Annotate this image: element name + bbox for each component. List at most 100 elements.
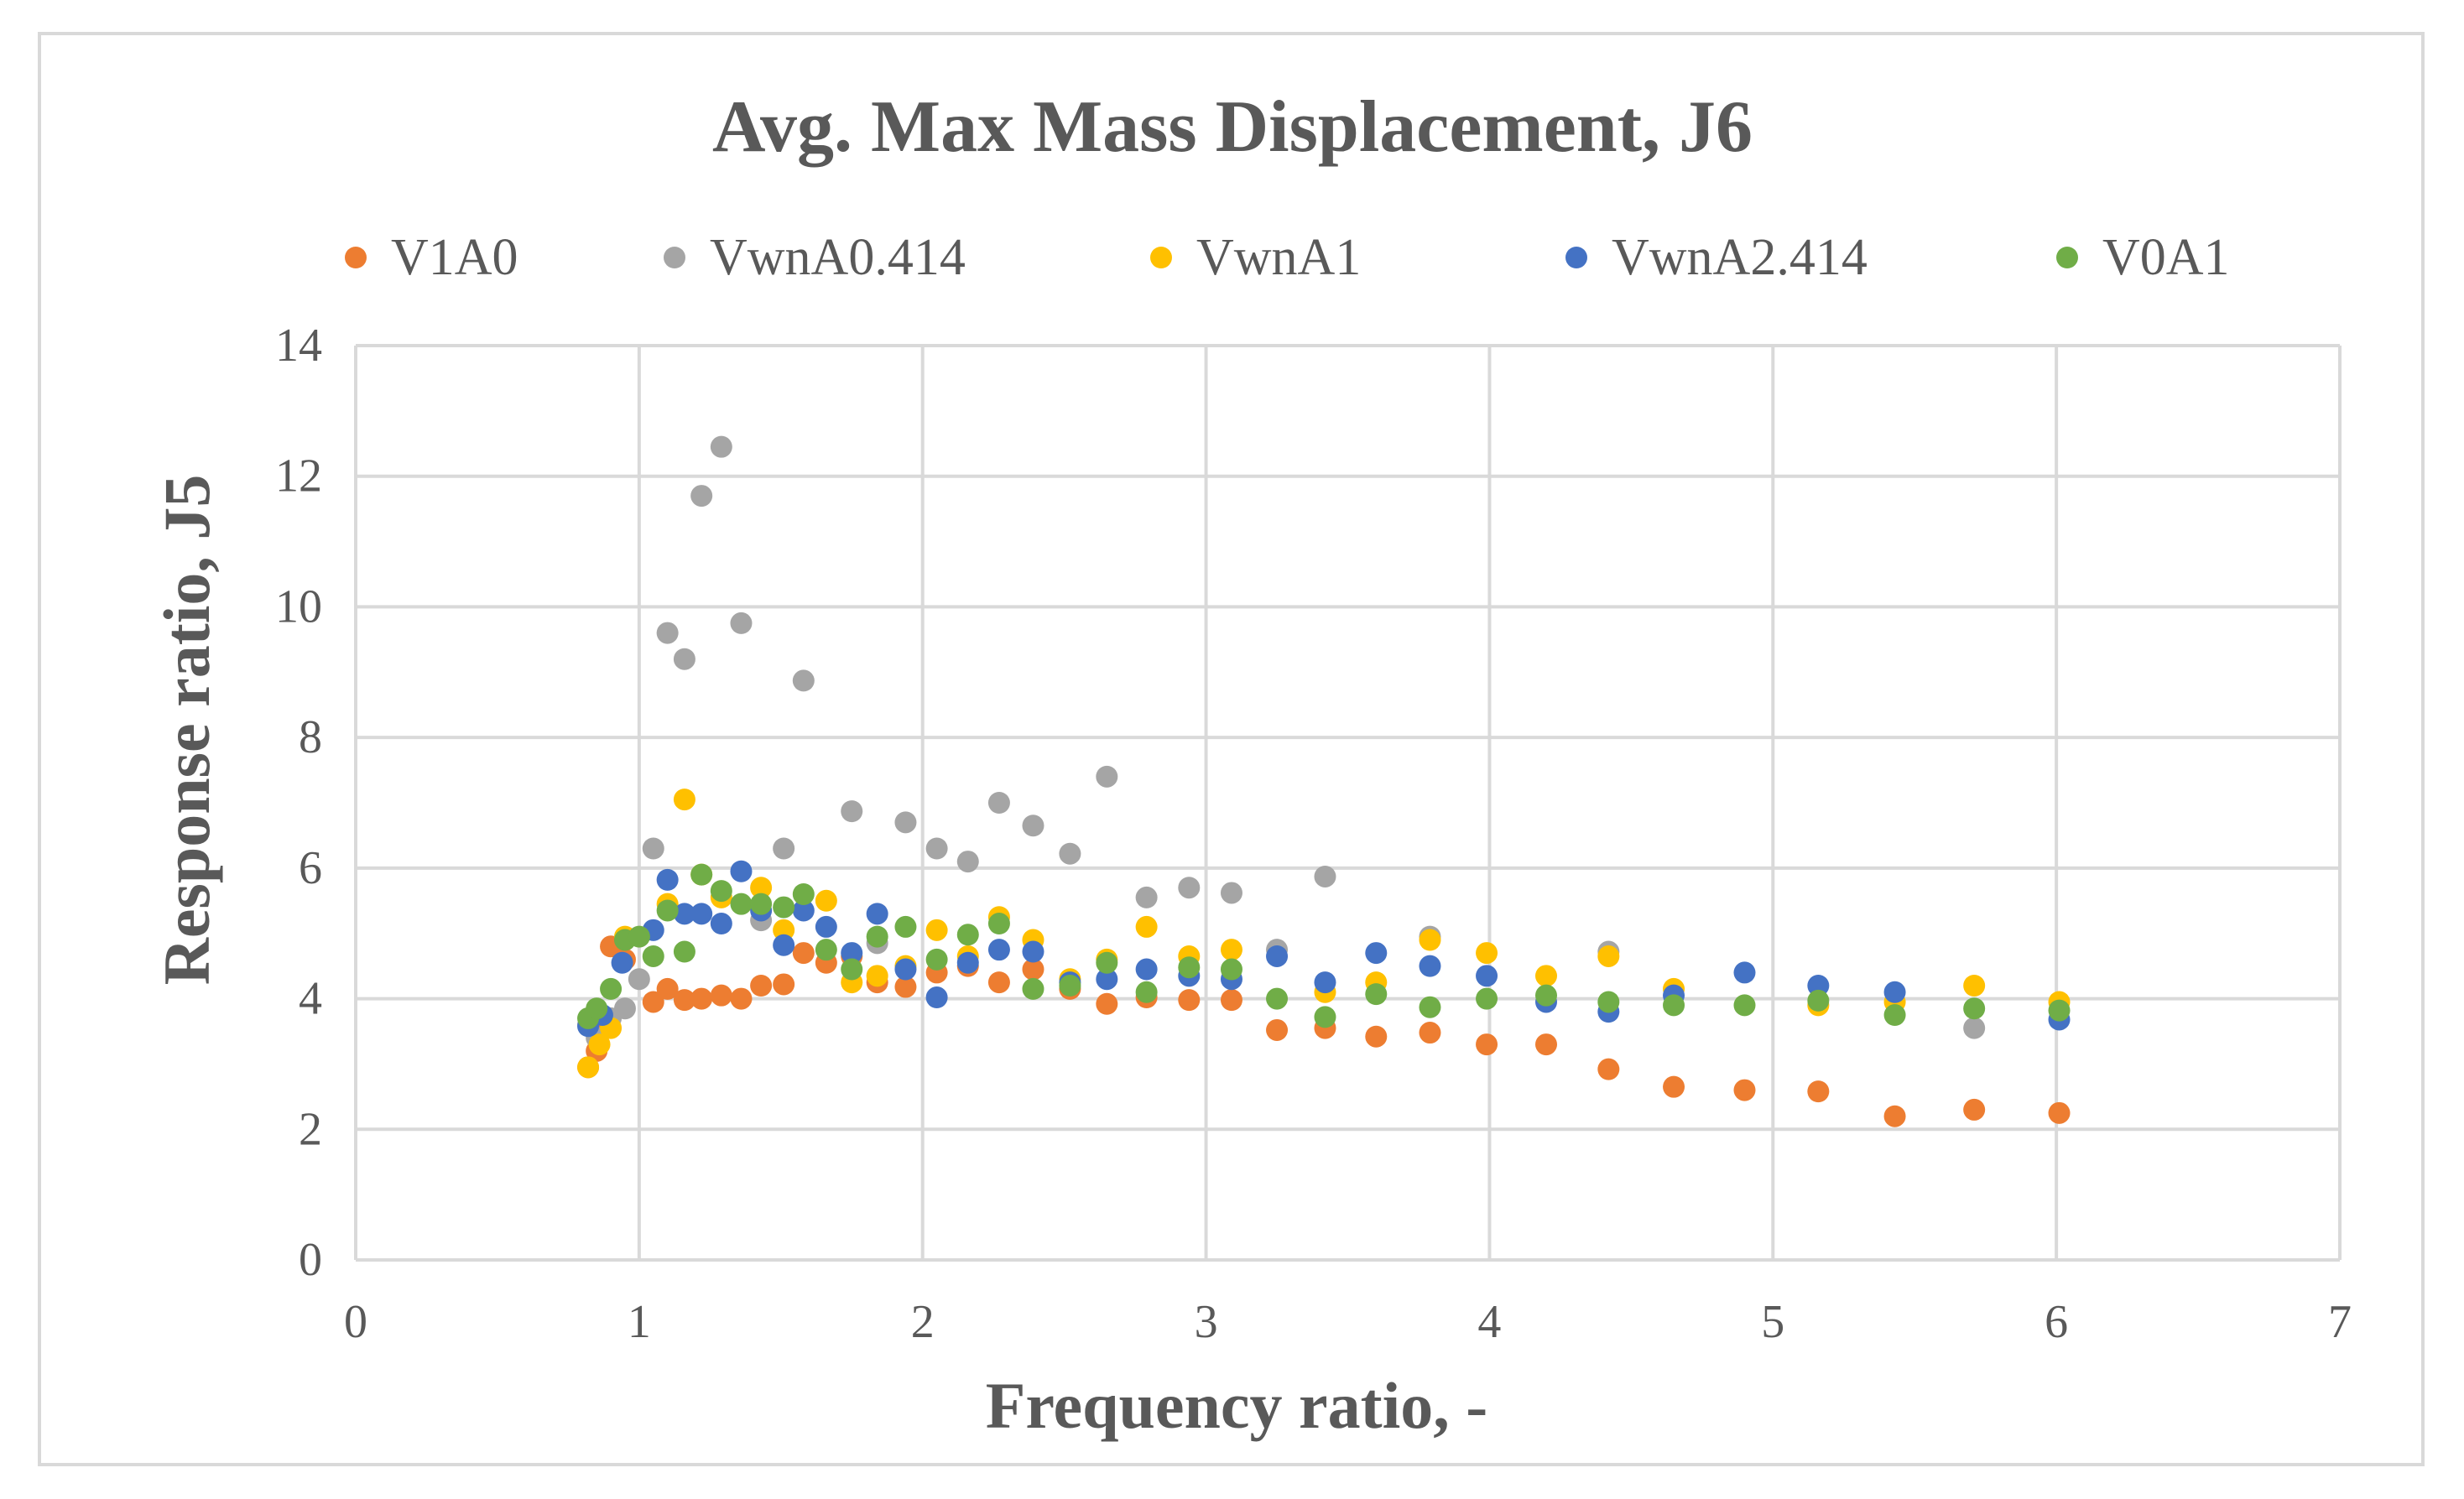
data-point-VwnA2.414-4 [656, 868, 679, 891]
legend-item-VwnA1: VwnA1 [1150, 229, 1361, 286]
axes [354, 346, 2340, 1262]
data-point-VwnA1-25 [1419, 929, 1441, 951]
data-point-V1A0-27 [1266, 1018, 1289, 1041]
data-point-V1A0-20 [987, 971, 1010, 994]
legend-label-VwnA1: VwnA1 [1196, 229, 1361, 286]
data-point-VwnA2.414-12 [815, 915, 837, 938]
x-tick-label-7: 7 [2328, 1296, 2352, 1348]
data-point-VwnA2.414-18 [987, 939, 1010, 961]
data-point-VwnA0.414-21 [1059, 842, 1081, 865]
data-point-V0A1-16 [866, 925, 888, 948]
gridlines [356, 344, 2342, 1260]
y-axis-label: Response ratio, J5 [150, 475, 223, 986]
data-point-VwnA0.414-20 [1022, 815, 1044, 837]
y-tick-label-2: 2 [299, 1103, 322, 1155]
chart-title: Avg. Max Mass Displacement, J6 [712, 86, 1753, 168]
data-point-V1A0-36 [1807, 1080, 1830, 1103]
data-point-V0A1-31 [1476, 987, 1498, 1010]
data-point-VwnA1-10 [815, 889, 837, 912]
data-point-V0A1-34 [1663, 994, 1685, 1017]
data-point-V0A1-19 [956, 924, 979, 946]
x-tick-label-5: 5 [1761, 1296, 1784, 1348]
data-point-VwnA2.414-14 [866, 903, 888, 925]
data-point-V0A1-24 [1135, 981, 1158, 1003]
data-point-V0A1-39 [2048, 999, 2071, 1022]
data-point-VwnA0.414-14 [841, 800, 863, 823]
data-point-V0A1-1 [586, 997, 608, 1020]
legend-label-VwnA2.414: VwnA2.414 [1612, 229, 1868, 286]
data-point-VwnA0.414-4 [628, 968, 650, 991]
data-point-VwnA0.414-5 [642, 837, 664, 860]
x-axis-label: Frequency ratio, - [986, 1369, 1488, 1442]
data-point-V0A1-26 [1220, 958, 1242, 981]
data-point-V0A1-35 [1733, 994, 1756, 1017]
data-point-VwnA1-9 [773, 919, 795, 941]
data-point-V0A1-13 [792, 883, 815, 905]
scatter-chart: Avg. Max Mass Displacement, J6 V1A0 VwnA0… [150, 86, 2352, 1442]
data-point-VwnA0.414-25 [1220, 882, 1242, 904]
data-point-VwnA2.414-27 [1365, 942, 1388, 965]
data-point-V1A0-10 [730, 987, 753, 1010]
data-point-VwnA1-1 [588, 1033, 611, 1056]
data-point-V0A1-11 [750, 893, 773, 915]
data-point-VwnA0.414-6 [656, 622, 679, 644]
data-point-V0A1-23 [1096, 951, 1118, 974]
data-point-VwnA2.414-25 [1266, 945, 1289, 967]
data-point-V1A0-39 [2048, 1101, 2071, 1124]
data-point-VwnA0.414-16 [894, 811, 917, 834]
data-point-VwnA2.414-17 [956, 951, 979, 974]
data-point-V0A1-37 [1883, 1004, 1906, 1027]
data-point-V0A1-32 [1535, 984, 1557, 1007]
legend-marker-V1A0 [345, 247, 367, 268]
data-point-V1A0-21 [1022, 958, 1044, 981]
data-point-V1A0-8 [690, 987, 713, 1010]
data-points [577, 435, 2071, 1127]
legend-item-VwnA0.414: VwnA0.414 [664, 229, 966, 286]
data-point-V1A0-7 [673, 989, 695, 1012]
data-point-VwnA1-32 [1963, 975, 1986, 997]
data-point-V1A0-33 [1597, 1058, 1620, 1080]
data-point-V0A1-6 [656, 899, 679, 922]
data-point-V0A1-29 [1365, 983, 1388, 1006]
data-point-V1A0-26 [1220, 989, 1242, 1012]
data-point-VwnA2.414-21 [1096, 968, 1118, 991]
data-point-VwnA0.414-7 [673, 648, 695, 670]
data-point-V1A0-29 [1365, 1025, 1388, 1048]
data-point-VwnA2.414-35 [1883, 981, 1906, 1003]
data-point-VwnA2.414-28 [1419, 955, 1441, 977]
data-point-V0A1-28 [1314, 1006, 1336, 1028]
data-point-VwnA2.414-11 [792, 899, 815, 922]
data-point-V0A1-9 [710, 880, 732, 903]
data-point-VwnA0.414-19 [987, 792, 1010, 814]
data-point-V0A1-4 [628, 925, 650, 948]
data-point-V1A0-37 [1883, 1105, 1906, 1127]
data-point-V0A1-15 [841, 958, 863, 981]
legend-item-VwnA2.414: VwnA2.414 [1565, 229, 1868, 286]
data-point-VwnA0.414-17 [925, 837, 948, 860]
y-tick-label-12: 12 [275, 450, 322, 502]
data-point-VwnA2.414-33 [1733, 961, 1756, 984]
legend-item-V0A1: V0A1 [2056, 229, 2230, 286]
data-point-V0A1-38 [1963, 997, 1986, 1020]
data-point-V1A0-34 [1663, 1075, 1685, 1098]
data-point-VwnA2.414-6 [690, 903, 713, 925]
data-point-VwnA2.414-16 [925, 986, 948, 1009]
data-point-VwnA0.414-8 [690, 485, 713, 507]
series-V0A1 [577, 863, 2071, 1029]
data-point-V0A1-8 [690, 863, 713, 886]
data-point-VwnA2.414-13 [841, 942, 863, 965]
data-point-V1A0-38 [1963, 1098, 1986, 1121]
data-point-V0A1-7 [673, 940, 695, 963]
data-point-VwnA2.414-7 [710, 913, 732, 935]
x-tick-label-4: 4 [1477, 1296, 1501, 1348]
legend-label-V1A0: V1A0 [391, 229, 518, 286]
series-V1A0 [577, 935, 2071, 1127]
data-point-VwnA2.414-26 [1314, 971, 1336, 994]
data-point-VwnA2.414-22 [1135, 958, 1158, 981]
legend-marker-VwnA1 [1150, 247, 1172, 268]
data-point-V0A1-22 [1059, 975, 1081, 997]
data-point-VwnA2.414-34 [1807, 975, 1830, 997]
legend-label-VwnA0.414: VwnA0.414 [710, 229, 966, 286]
data-point-VwnA0.414-27 [1314, 865, 1336, 887]
data-point-V0A1-5 [642, 945, 664, 967]
